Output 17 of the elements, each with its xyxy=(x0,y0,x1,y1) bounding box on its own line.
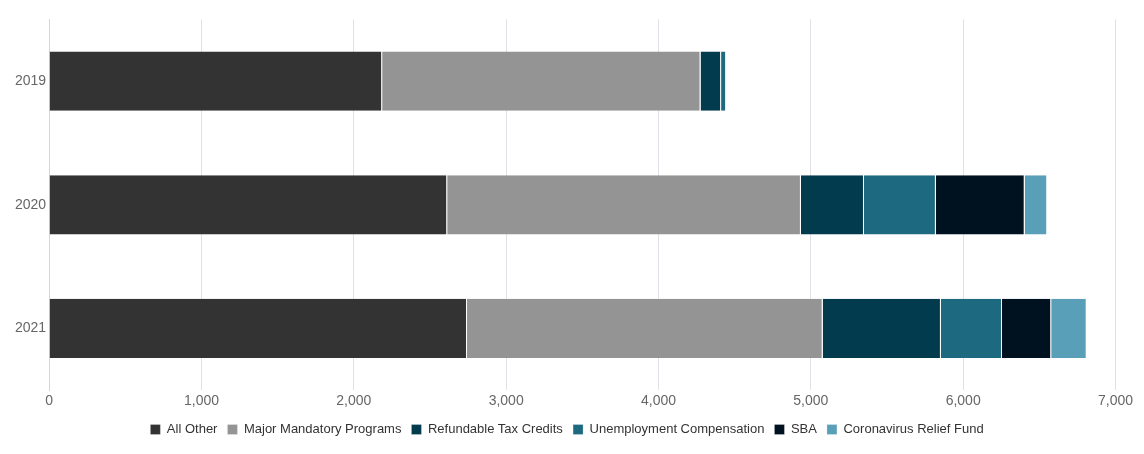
x-tick-label: 1,000 xyxy=(183,392,220,409)
y-tick-label: 2020 xyxy=(14,195,47,212)
y-tick-label: 2019 xyxy=(14,72,47,89)
legend-label: Unemployment Compensation xyxy=(589,421,765,437)
x-tick-label: 6,000 xyxy=(945,392,981,409)
x-tick-label: 3,000 xyxy=(488,392,524,409)
x-tick-label: 2,000 xyxy=(336,392,372,409)
legend-label: SBA xyxy=(790,421,818,437)
x-tick-label: 0 xyxy=(45,392,54,409)
x-tick-label: 5,000 xyxy=(793,392,829,409)
legend-label: All Other xyxy=(166,421,219,437)
y-tick-label: 2021 xyxy=(14,319,47,336)
legend-label: Major Mandatory Programs xyxy=(243,421,402,437)
x-tick-label: 4,000 xyxy=(640,392,677,409)
x-tick-label: 7,000 xyxy=(1097,392,1134,409)
legend-label: Coronavirus Relief Fund xyxy=(843,421,984,437)
legend-label: Refundable Tax Credits xyxy=(427,421,564,437)
